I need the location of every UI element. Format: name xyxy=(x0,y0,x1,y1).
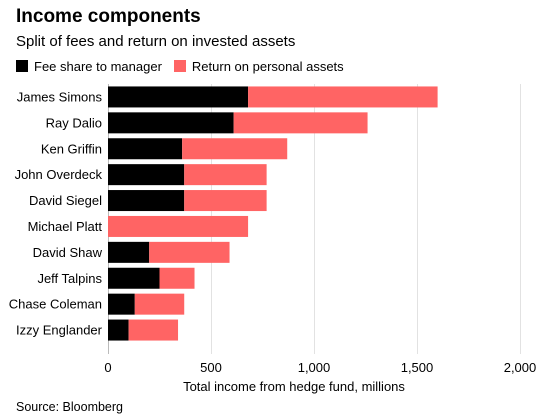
category-label: Ken Griffin xyxy=(41,141,102,156)
legend-label-fee: Fee share to manager xyxy=(34,58,162,74)
x-tick-layer: 0 500 1,000 1,500 2,000 xyxy=(104,360,536,375)
category-label: Michael Platt xyxy=(28,219,103,234)
bar-fee-segment xyxy=(108,319,129,341)
bar-fee-segment xyxy=(108,138,183,160)
bar-fee-segment xyxy=(108,190,185,212)
bar-return-segment xyxy=(248,86,438,108)
category-label: Izzy Englander xyxy=(16,323,103,338)
bar-return-segment xyxy=(128,319,179,341)
bar-fee-segment xyxy=(108,86,249,108)
bar-layer xyxy=(108,86,438,341)
legend: Fee share to manager Return on personal … xyxy=(16,57,356,75)
bar-fee-segment xyxy=(108,164,185,186)
source-note: Source: Bloomberg xyxy=(16,400,124,414)
x-tick-label: 2,000 xyxy=(504,360,537,375)
bar-fee-segment xyxy=(108,112,234,134)
category-label: Ray Dalio xyxy=(46,115,102,130)
bar-return-segment xyxy=(182,138,288,160)
category-label: Jeff Talpins xyxy=(37,271,102,286)
x-tick-label: 1,500 xyxy=(401,360,434,375)
bar-return-segment xyxy=(159,267,195,289)
category-label: Chase Coleman xyxy=(9,297,102,312)
category-label: James Simons xyxy=(17,89,103,104)
bar-return-segment xyxy=(184,164,267,186)
bar-fee-segment xyxy=(108,267,160,289)
x-axis-title: Total income from hedge fund, millions xyxy=(183,379,405,394)
legend-item-return: Return on personal assets xyxy=(173,58,344,74)
x-tick-label: 0 xyxy=(104,360,111,375)
x-tick-label: 1,000 xyxy=(298,360,331,375)
bar-return-segment xyxy=(184,190,267,212)
category-label-layer: James Simons Ray Dalio Ken Griffin John Ove… xyxy=(9,89,103,337)
x-tick-label: 500 xyxy=(200,360,222,375)
legend-swatch-return xyxy=(173,60,186,72)
chart-subtitle: Split of fees and return on invested ass… xyxy=(16,33,296,50)
category-label: David Shaw xyxy=(33,245,103,260)
category-label: David Siegel xyxy=(29,193,102,208)
bar-fee-segment xyxy=(108,241,150,263)
bar-return-segment xyxy=(134,293,185,315)
bar-return-segment xyxy=(149,241,230,263)
bar-return-segment xyxy=(233,112,368,134)
chart-title: Income components xyxy=(16,6,201,27)
legend-label-return: Return on personal assets xyxy=(191,58,344,74)
category-label: John Overdeck xyxy=(15,167,103,182)
bar-fee-segment xyxy=(108,293,135,315)
bar-return-segment xyxy=(108,215,249,237)
legend-item-fee: Fee share to manager xyxy=(16,59,162,74)
legend-swatch-fee xyxy=(16,60,28,72)
